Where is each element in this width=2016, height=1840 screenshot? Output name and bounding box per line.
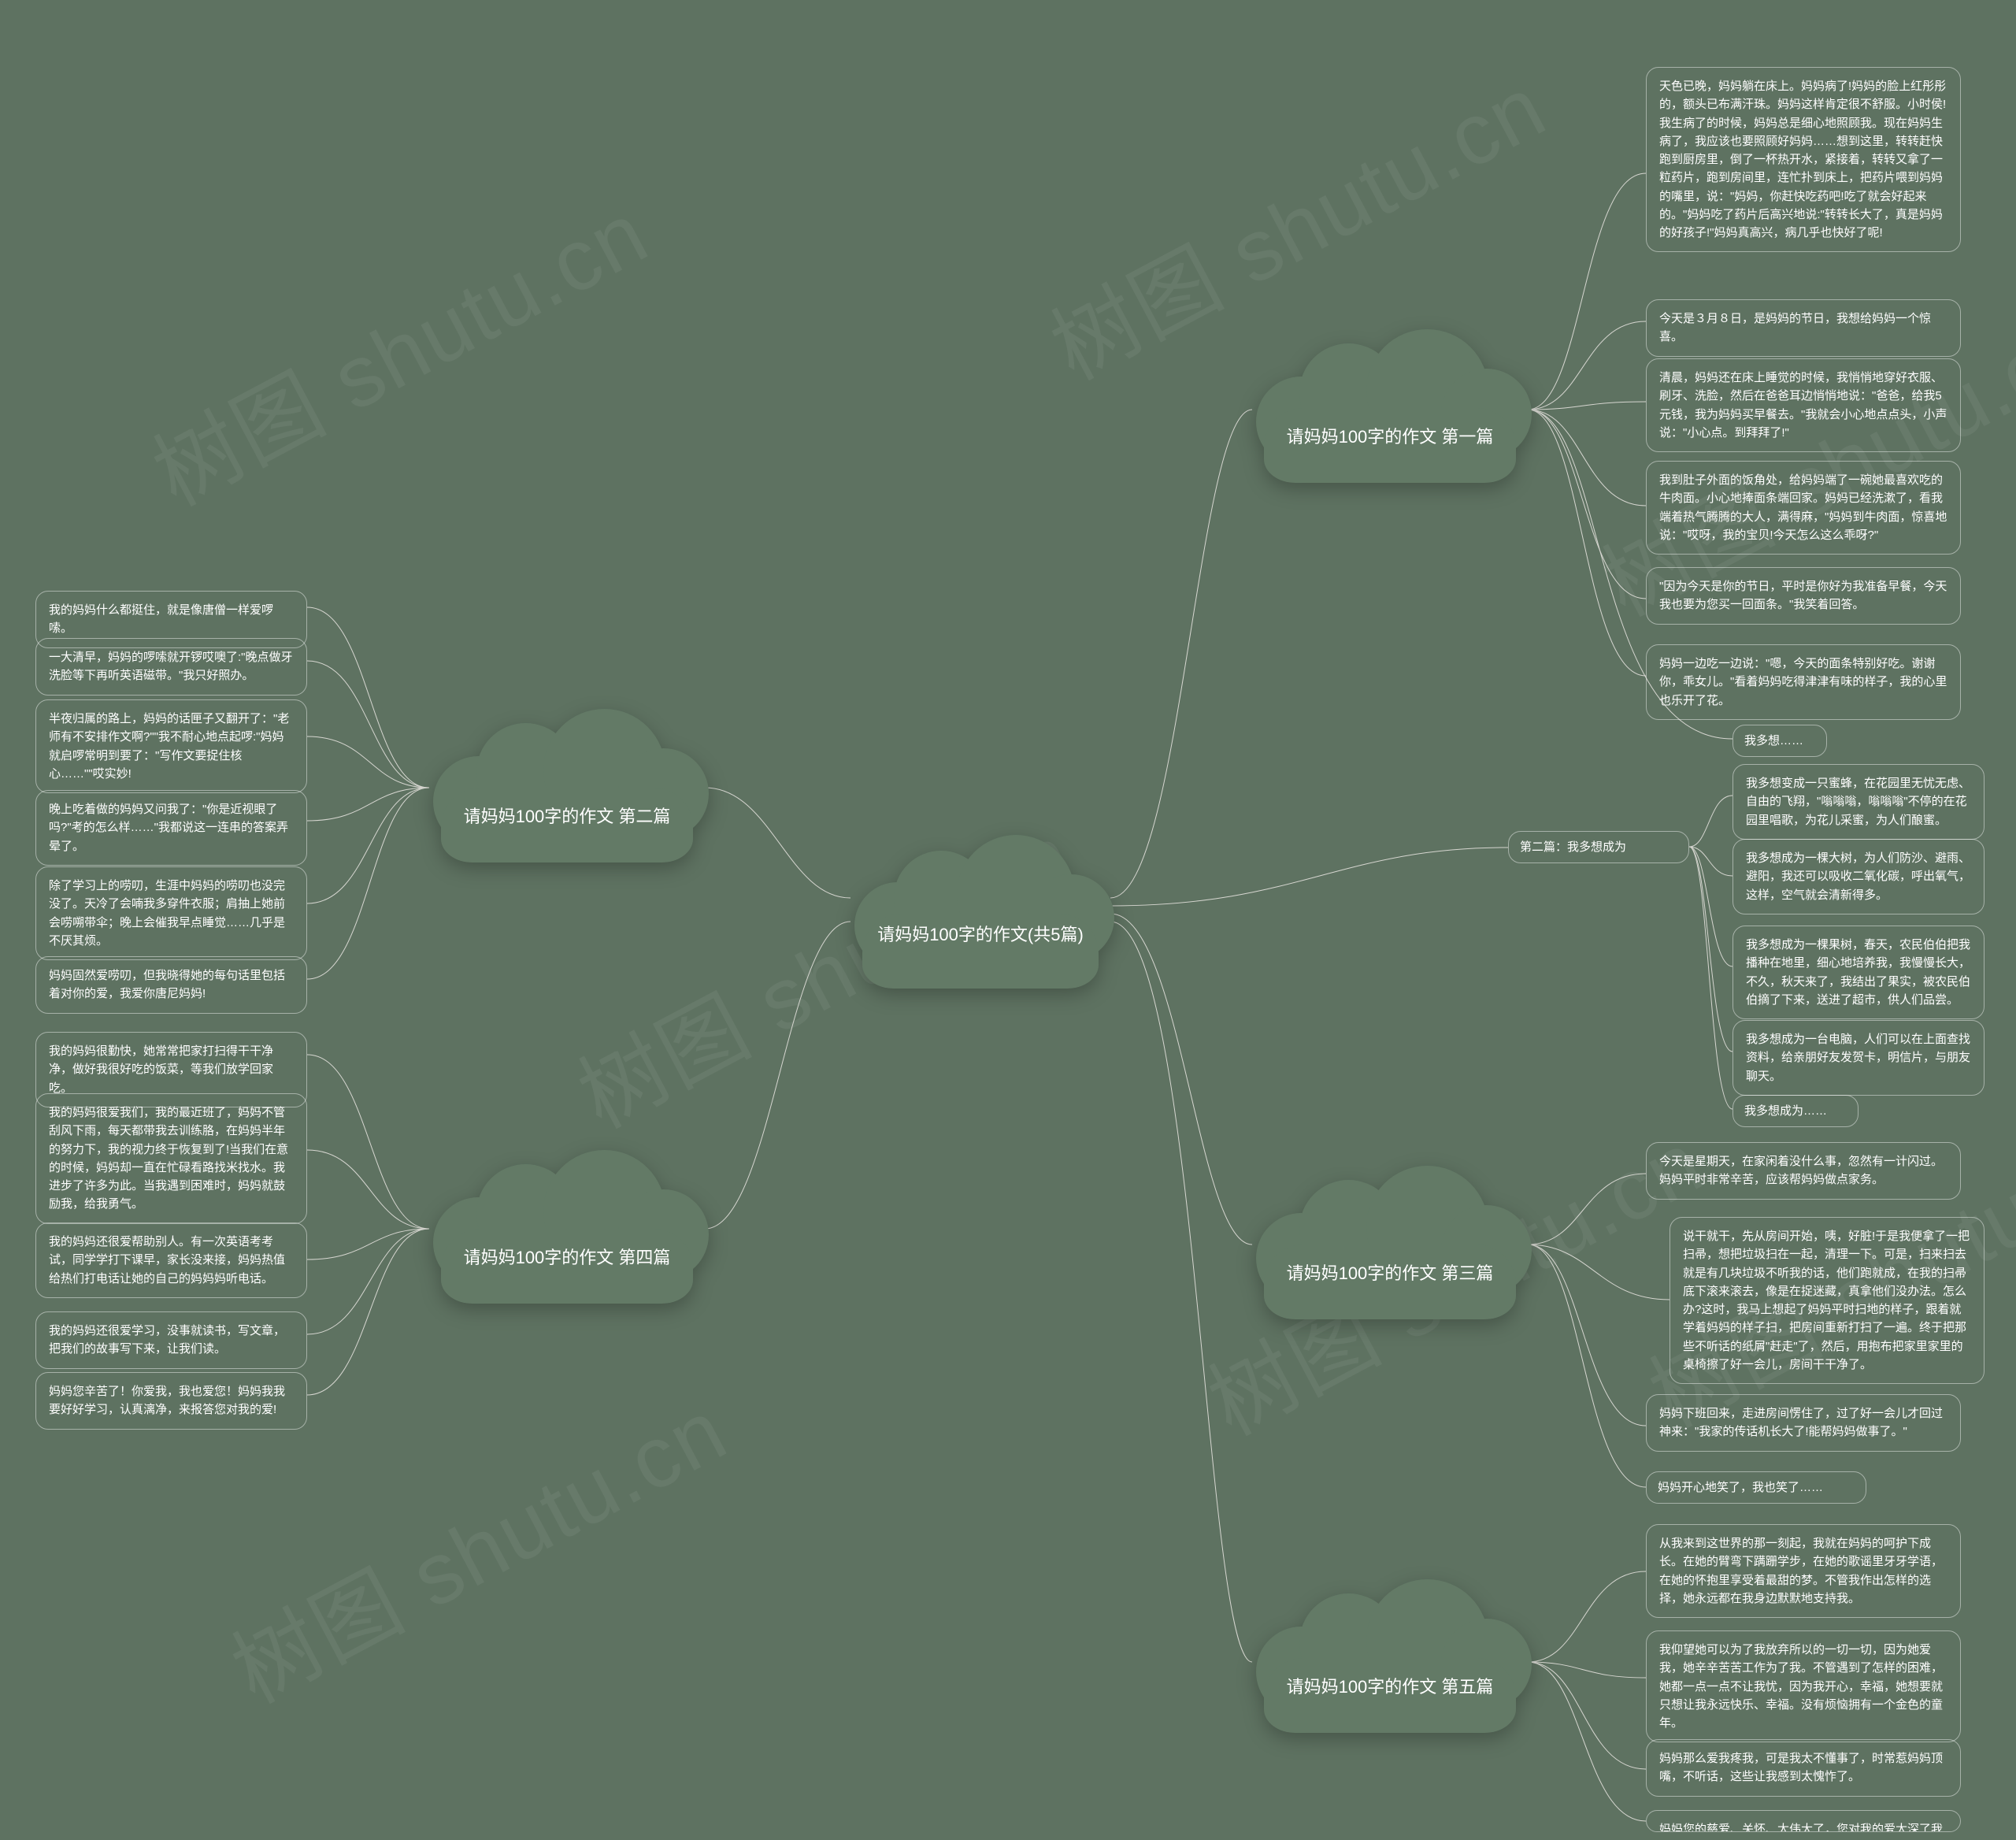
leaf-node[interactable]: 妈妈您的慈爱、关怀、太伟大了，您对我的爱太深了我永远也还不了了，我以后再也不淘气… <box>1646 1810 1961 1832</box>
leaf-node[interactable]: 半夜归属的路上，妈妈的话匣子又翻开了："老师有不安排作文啊?""我不耐心地点起啰… <box>35 699 307 793</box>
leaf-node[interactable]: 我多想成为一棵大树，为人们防沙、避雨、避阳，我还可以吸收二氧化碳，呼出氧气，这样… <box>1732 839 1984 914</box>
leaf-node[interactable]: 妈妈开心地笑了，我也笑了…… <box>1646 1471 1866 1504</box>
leaf-node[interactable]: 我多想成为一棵果树，春天，农民伯伯把我播种在地里，细心地培养我，我慢慢长大，不久… <box>1732 926 1984 1019</box>
center-label: 请妈妈100字的作文(共5篇) <box>847 922 1114 948</box>
sub-branch-2-label[interactable]: 第二篇：我多想成为 <box>1508 831 1689 863</box>
leaf-node[interactable]: 妈妈那么爱我疼我，可是我太不懂事了，时常惹妈妈顶嘴，不听话，这些让我感到太愧怍了… <box>1646 1739 1961 1797</box>
leaf-node[interactable]: 从我来到这世界的那一刻起，我就在妈妈的呵护下成长。在她的臂弯下蹒跚学步，在她的歌… <box>1646 1524 1961 1618</box>
leaf-node[interactable]: 我多想成为…… <box>1732 1095 1858 1127</box>
leaf-node[interactable]: 天色已晚，妈妈躺在床上。妈妈病了!妈妈的脸上红彤彤的，额头已布满汗珠。妈妈这样肯… <box>1646 67 1961 252</box>
leaf-node[interactable]: 我多想…… <box>1732 725 1827 757</box>
leaf-node[interactable]: 妈妈固然爱唠叨，但我晓得她的每句话里包括着对你的爱，我爱你唐尼妈妈! <box>35 956 307 1014</box>
branch-label: 请妈妈100字的作文 第三篇 <box>1248 1260 1532 1286</box>
mindmap-canvas: { "canvas": { "width": 2560, "height": 2… <box>0 0 2016 1840</box>
leaf-node[interactable]: 我的妈妈很爱我们，我的最近班了，妈妈不管刮风下雨，每天都带我去训练胳，在妈妈半年… <box>35 1093 307 1224</box>
leaf-node[interactable]: 除了学习上的唠叨，生涯中妈妈的唠叨也没完没了。天冷了会喃我多穿件衣服；肩抽上她前… <box>35 866 307 960</box>
leaf-node[interactable]: 我多想变成一只蜜蜂，在花园里无忧无虑、自由的飞翔，"嗡嗡嗡，嗡嗡嗡"不停的在花园… <box>1732 764 1984 840</box>
leaf-node[interactable]: 妈妈您辛苦了！你爱我，我也爱您！妈妈我我要好好学习，认真漓净，来报答您对我的爱! <box>35 1372 307 1430</box>
leaf-node[interactable]: 我多想成为一台电脑，人们可以在上面查找资料，给亲朋好友发贺卡，明信片，与朋友聊天… <box>1732 1020 1984 1096</box>
branch-label: 请妈妈100字的作文 第二篇 <box>425 803 709 829</box>
leaf-node[interactable]: 我的妈妈还很爱帮助别人。有一次英语考考试，同学学打下课早，家长没来接，妈妈热值给… <box>35 1222 307 1298</box>
leaf-node[interactable]: "因为今天是你的节日，平时是你好为我准备早餐，今天我也要为您买一回面条。"我笑着… <box>1646 567 1961 625</box>
branch-label: 请妈妈100字的作文 第四篇 <box>425 1245 709 1271</box>
leaf-node[interactable]: 我仰望她可以为了我放弃所以的一切一切，因为她爱我，她辛辛苦苦工作为了我。不管遇到… <box>1646 1630 1961 1742</box>
leaf-node[interactable]: 妈妈下班回来，走进房间愣住了，过了好一会儿才回过神来："我家的传话机长大了!能帮… <box>1646 1394 1961 1452</box>
leaf-node[interactable]: 清晨，妈妈还在床上睡觉的时候，我悄悄地穿好衣服、刷牙、洗脸，然后在爸爸耳边悄悄地… <box>1646 358 1961 452</box>
leaf-node[interactable]: 今天是３月８日，是妈妈的节日，我想给妈妈一个惊喜。 <box>1646 299 1961 357</box>
branch-node-4[interactable]: 请妈妈100字的作文 第四篇 <box>425 1150 709 1308</box>
branch-node-1[interactable]: 请妈妈100字的作文 第一篇 <box>1248 329 1532 487</box>
watermark: 树图 shutu.cn <box>128 164 666 529</box>
leaf-node[interactable]: 一大清早，妈妈的啰嗦就开锣哎噢了:"晚点做牙洗脸等下再听英语磁带。"我只好照办。 <box>35 638 307 696</box>
branch-label: 请妈妈100字的作文 第一篇 <box>1248 424 1532 450</box>
branch-label: 请妈妈100字的作文 第五篇 <box>1248 1674 1532 1700</box>
leaf-node[interactable]: 妈妈一边吃一边说："嗯，今天的面条特别好吃。谢谢你，乖女儿。"看着妈妈吃得津津有… <box>1646 644 1961 720</box>
branch-node-5[interactable]: 请妈妈100字的作文 第五篇 <box>1248 1579 1532 1737</box>
leaf-node[interactable]: 晚上吃着做的妈妈又问我了："你是近视眼了吗?"考的怎么样……"我都说这一连串的答… <box>35 790 307 866</box>
center-node[interactable]: 请妈妈100字的作文(共5篇) <box>847 835 1114 992</box>
leaf-node[interactable]: 我的妈妈还很爱学习，没事就读书，写文章，把我们的故事写下来，让我们读。 <box>35 1311 307 1369</box>
branch-node-2[interactable]: 请妈妈100字的作文 第二篇 <box>425 709 709 866</box>
leaf-node[interactable]: 我到肚子外面的饭角处，给妈妈端了一碗她最喜欢吃的牛肉面。小心地捧面条端回家。妈妈… <box>1646 461 1961 555</box>
leaf-node[interactable]: 今天是星期天，在家闲着没什么事，忽然有一计闪过。妈妈平时非常辛苦，应该帮妈妈做点… <box>1646 1142 1961 1200</box>
leaf-node[interactable]: 说干就干，先从房间开始，咦，好脏!于是我便拿了一把扫帚，想把垃圾扫在一起，清理一… <box>1670 1217 1984 1384</box>
branch-node-3[interactable]: 请妈妈100字的作文 第三篇 <box>1248 1166 1532 1323</box>
